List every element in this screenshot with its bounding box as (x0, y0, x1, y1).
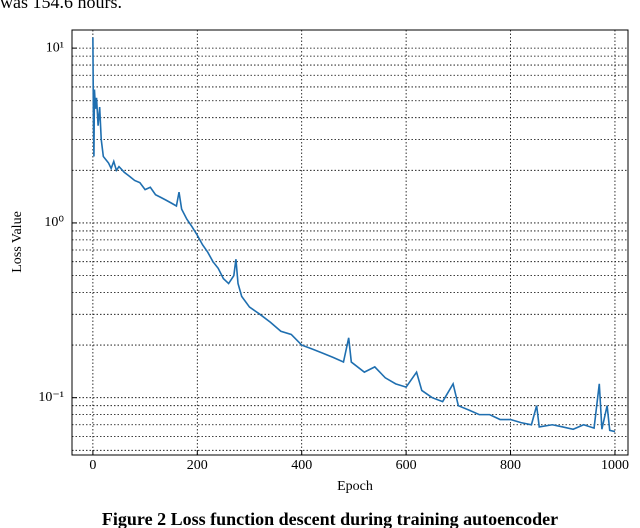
x-tick-label: 200 (187, 458, 208, 473)
x-tick-label: 0 (89, 458, 96, 473)
y-axis-label: Loss Value (10, 211, 25, 273)
x-tick-label: 600 (396, 458, 417, 473)
loss-line (92, 37, 616, 433)
y-tick-label: 10⁰ (44, 215, 64, 230)
caption: Figure 2 Loss function descent during tr… (102, 509, 558, 528)
x-tick-label: 400 (291, 458, 312, 473)
y-tick-label: 10¹ (46, 40, 64, 55)
x-axis-label: Epoch (337, 479, 373, 494)
header-text: was 154.6 hours. (0, 0, 122, 12)
plot-frame (71, 29, 629, 456)
y-tick-label: 10⁻¹ (38, 390, 64, 405)
x-tick-label: 800 (500, 458, 521, 473)
x-tick-label: 1000 (601, 458, 629, 473)
